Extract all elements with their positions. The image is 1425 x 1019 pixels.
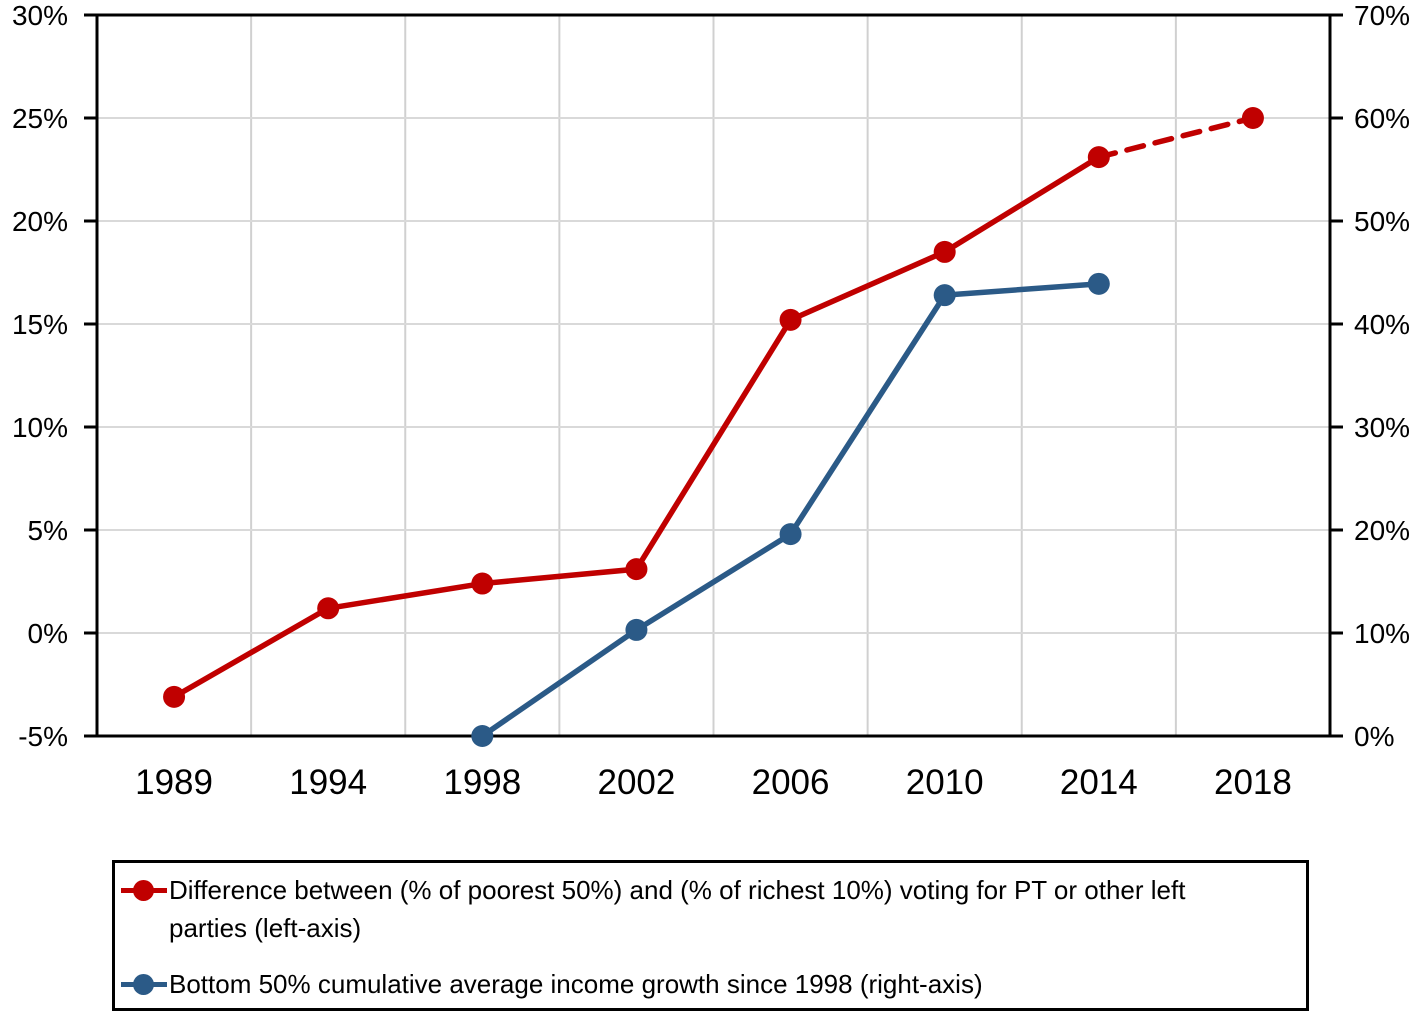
data-point-income-growth <box>625 618 648 641</box>
legend-label-vote-gap: Difference between (% of poorest 50%) an… <box>169 875 1186 943</box>
data-point-income-growth <box>933 284 956 307</box>
data-point-vote-gap <box>163 685 186 708</box>
x-axis-label: 1994 <box>289 763 367 802</box>
x-axis-label: 1998 <box>443 763 521 802</box>
chart-plot-area: 30% 25% 20% 15% 10% 5% 0% -5% 70% 60% 50% 40% 30% 20%… <box>12 0 1410 802</box>
legend-entry-vote-gap: Difference between (% of poorest 50%) an… <box>121 871 1300 947</box>
x-axis-label: 2006 <box>752 763 830 802</box>
x-axis-label: 2002 <box>598 763 676 802</box>
legend-entry-income-growth: Bottom 50% cumulative average income gro… <box>121 965 1300 1003</box>
legend-label-income-growth: Bottom 50% cumulative average income gro… <box>169 969 983 999</box>
right-axis-tick-label: 60% <box>1354 103 1410 134</box>
x-axis-label: 2010 <box>906 763 984 802</box>
legend-marker-blue-icon <box>121 965 167 1003</box>
x-axis-label: 2018 <box>1214 763 1292 802</box>
series-line-income-growth <box>479 281 1102 739</box>
right-axis-tick-label: 30% <box>1354 412 1410 443</box>
right-axis-tick-label: 70% <box>1354 0 1410 31</box>
left-axis-tick-label: 25% <box>12 103 68 134</box>
right-axis-tick-label: 40% <box>1354 309 1410 340</box>
left-axis-tick-label: 15% <box>12 309 68 340</box>
data-point-income-growth <box>1087 272 1110 295</box>
left-axis-tick-label: 30% <box>12 0 68 31</box>
series-line-vote-gap-dashed <box>1096 115 1256 160</box>
legend-dot-blue <box>133 974 154 995</box>
data-point-vote-gap <box>1087 146 1110 169</box>
data-point-vote-gap <box>933 240 956 263</box>
x-axis-label: 1989 <box>135 763 213 802</box>
legend: Difference between (% of poorest 50%) an… <box>112 860 1309 1011</box>
legend-marker-red-icon <box>121 871 167 909</box>
left-axis-tick-label: -5% <box>18 721 68 752</box>
data-point-vote-gap <box>779 308 802 331</box>
data-point-income-growth <box>779 523 802 546</box>
plot-border <box>95 13 1332 738</box>
left-axis-tick-label: 20% <box>12 206 68 237</box>
data-point-vote-gap <box>1241 107 1264 129</box>
left-axis-tick-label: 0% <box>28 618 68 649</box>
x-axis-label: 2014 <box>1060 763 1138 802</box>
legend-dot-red <box>133 880 154 901</box>
data-point-income-growth <box>471 725 494 747</box>
left-axis-tick-label: 5% <box>28 515 68 546</box>
right-axis-tick-label: 20% <box>1354 515 1410 546</box>
data-point-vote-gap <box>471 572 494 595</box>
right-axis-tick-label: 0% <box>1354 721 1394 752</box>
data-point-vote-gap <box>317 597 340 620</box>
data-point-vote-gap <box>625 558 648 581</box>
right-axis-tick-label: 10% <box>1354 618 1410 649</box>
right-axis-tick-label: 50% <box>1354 206 1410 237</box>
left-axis-tick-label: 10% <box>12 412 68 443</box>
